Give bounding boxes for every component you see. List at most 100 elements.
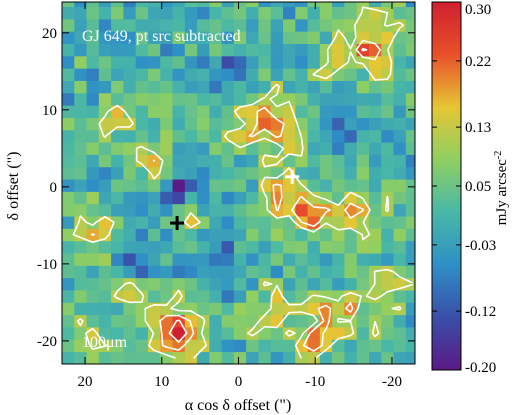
heatmap-cell (405, 290, 416, 303)
heatmap-cell (135, 92, 149, 106)
heatmap-cell (98, 265, 112, 279)
heatmap-cell (221, 2, 235, 8)
heatmap-cell (160, 80, 173, 94)
heatmap-cell (111, 216, 124, 229)
heatmap-cell (135, 154, 149, 168)
heatmap-cell (197, 290, 210, 303)
heatmap-cell (184, 105, 198, 118)
heatmap-cell (172, 351, 186, 365)
heatmap-cell (332, 166, 345, 180)
heatmap-cell (356, 117, 370, 131)
heatmap-cell (184, 117, 198, 131)
heatmap-cell (62, 339, 75, 353)
heatmap-cell (295, 105, 308, 118)
heatmap-cell (160, 43, 173, 57)
heatmap-cell (160, 339, 173, 353)
heatmap-cell (98, 314, 112, 328)
heatmap-cell (62, 6, 75, 20)
heatmap-cell (74, 117, 87, 131)
heatmap-cell (160, 240, 173, 254)
heatmap-cell (172, 240, 186, 254)
heatmap-cell (307, 166, 321, 180)
heatmap-cell (111, 142, 124, 155)
heatmap-cell (356, 80, 370, 94)
heatmap-cell (319, 92, 333, 106)
heatmap-cell (197, 55, 210, 69)
heatmap-cell (393, 314, 407, 328)
heatmap-cell (123, 191, 137, 205)
heatmap-cell (147, 31, 161, 44)
heatmap-cell (258, 351, 272, 365)
plus-marker (285, 169, 300, 184)
heatmap-cell (111, 31, 124, 44)
heatmap-cell (74, 166, 87, 180)
heatmap-cell (295, 290, 308, 303)
heatmap-cell (405, 166, 416, 180)
colorbar-tick-label: 0.05 (465, 179, 491, 195)
heatmap-cell (147, 216, 161, 229)
heatmap-cell (184, 129, 198, 143)
heatmap-cell (98, 92, 112, 106)
heatmap-cell (197, 228, 210, 242)
heatmap-cell (270, 68, 284, 81)
heatmap-cell (393, 351, 407, 365)
heatmap-cell (62, 166, 75, 180)
heatmap-cell (283, 55, 296, 69)
heatmap-cell (233, 277, 247, 291)
heatmap-cell (233, 68, 247, 81)
heatmap-cell (356, 302, 370, 316)
heatmap-cell (135, 265, 149, 279)
heatmap-cell (307, 314, 321, 328)
heatmap-cell (98, 142, 112, 155)
heatmap-cell (221, 31, 235, 44)
heatmap-cell (135, 191, 149, 205)
heatmap-cell (209, 2, 223, 8)
heatmap-cell (197, 216, 210, 229)
heatmap-cell (356, 253, 370, 266)
heatmap-cell (123, 314, 137, 328)
position-markers (170, 169, 300, 231)
heatmap-cell (172, 179, 186, 192)
heatmap-cell (344, 351, 358, 365)
heatmap-cell (368, 240, 382, 254)
heatmap-cell (283, 327, 296, 340)
heatmap-cell (209, 216, 223, 229)
heatmap-cell (62, 191, 75, 205)
heatmap-cell (307, 92, 321, 106)
heatmap-cell (405, 191, 416, 205)
heatmap-cell (393, 191, 407, 205)
heatmap-cell (246, 154, 259, 168)
heatmap-cell (344, 117, 358, 131)
heatmap-cell (209, 179, 223, 192)
heatmap-cell (135, 228, 149, 242)
heatmap-cell (184, 339, 198, 353)
heatmap-cell (368, 117, 382, 131)
heatmap-cell (147, 314, 161, 328)
heatmap-cell (111, 154, 124, 168)
heatmap-cell (209, 265, 223, 279)
heatmap-cell (197, 117, 210, 131)
heatmap-cell (332, 228, 345, 242)
heatmap-cell (307, 31, 321, 44)
heatmap-cell (147, 191, 161, 205)
heatmap-cell (221, 68, 235, 81)
heatmap-cell (123, 290, 137, 303)
heatmap-cell (233, 240, 247, 254)
heatmap-cell (209, 351, 223, 365)
heatmap-cell (344, 240, 358, 254)
heatmap-cell (98, 302, 112, 316)
heatmap-cell (405, 277, 416, 291)
heatmap-cell (393, 31, 407, 44)
heatmap-cell (160, 55, 173, 69)
heatmap-cell (111, 105, 124, 118)
heatmap-cell (62, 80, 75, 94)
colorbar-tick-label: 0.30 (465, 2, 491, 18)
heatmap-cell (233, 265, 247, 279)
heatmap-cell (123, 277, 137, 291)
heatmap-cell (147, 6, 161, 20)
heatmap-cell (283, 2, 296, 8)
heatmap-cell (111, 339, 124, 353)
heatmap-cell (221, 55, 235, 69)
heatmap-cell (98, 166, 112, 180)
heatmap-cell (197, 179, 210, 192)
